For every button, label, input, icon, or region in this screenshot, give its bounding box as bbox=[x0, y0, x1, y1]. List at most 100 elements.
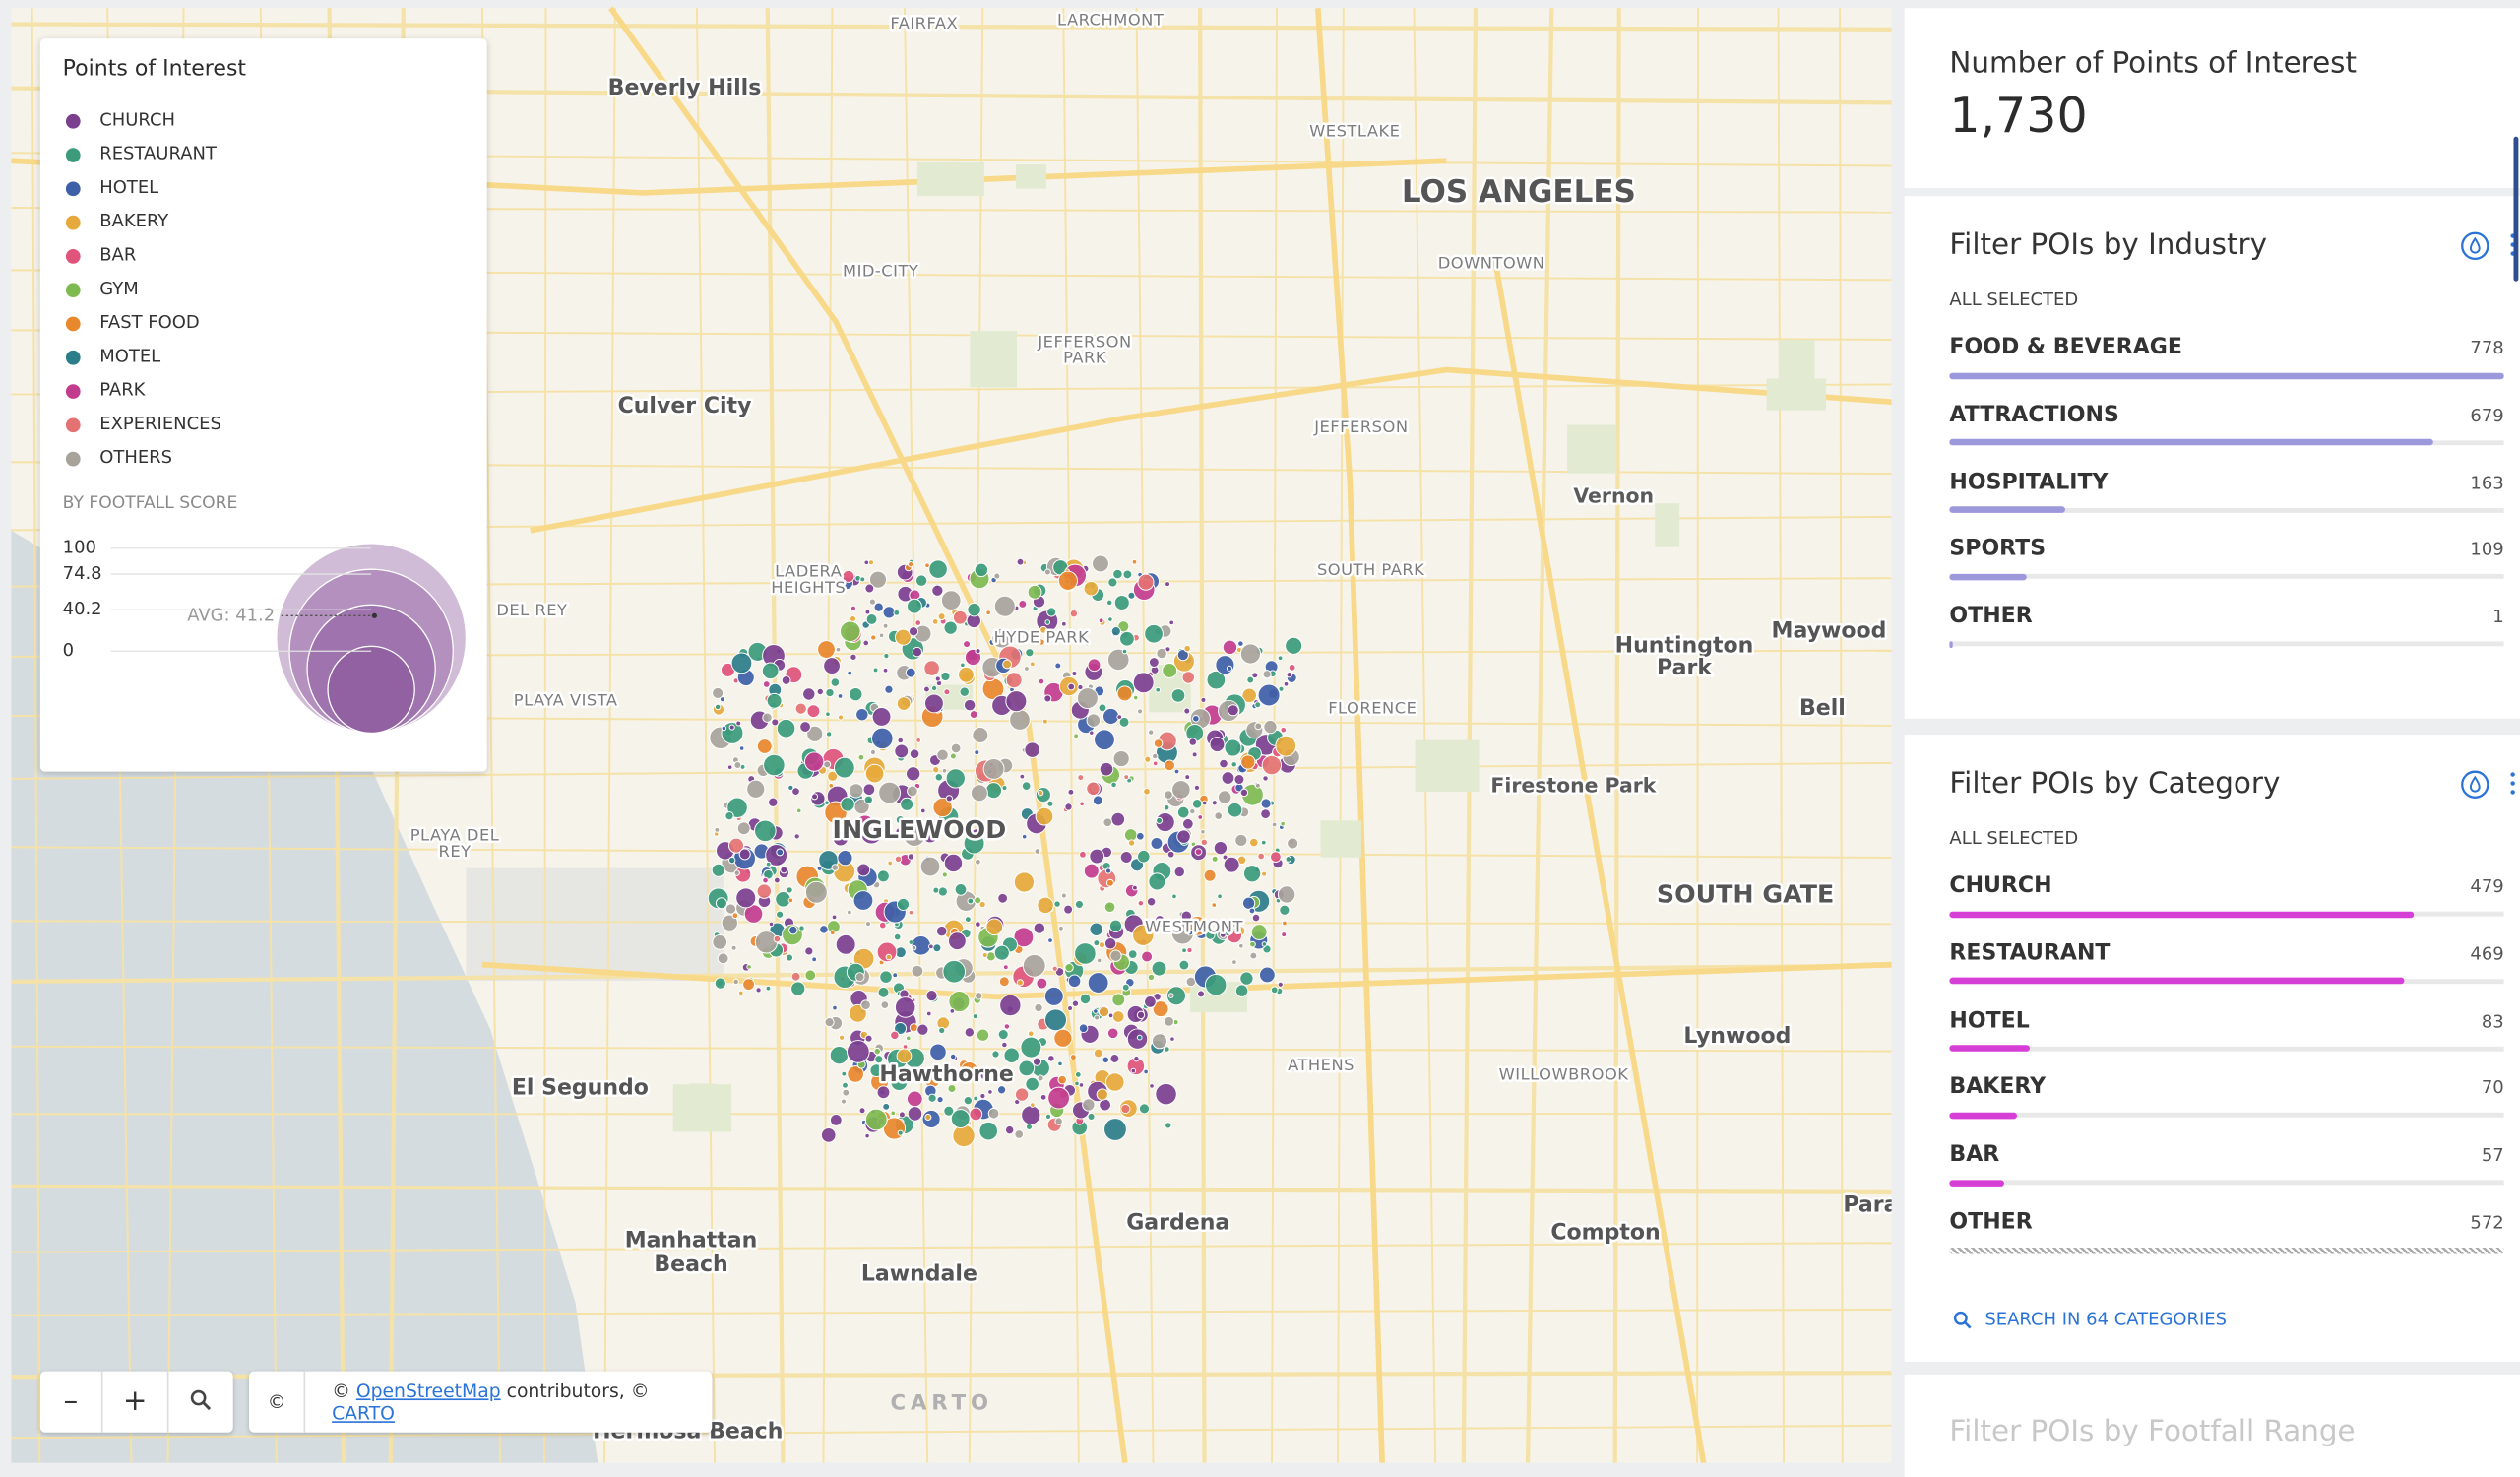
poi-dot bbox=[806, 704, 821, 719]
poi-dot bbox=[1285, 636, 1303, 655]
place-label: ATHENS bbox=[1288, 1056, 1354, 1074]
poi-dot bbox=[1102, 1056, 1110, 1064]
place-label: Culver City bbox=[618, 394, 752, 418]
zoom-in[interactable]: + bbox=[102, 1371, 169, 1433]
poi-dot bbox=[1093, 1008, 1099, 1014]
poi-dot bbox=[906, 598, 922, 614]
search-button[interactable] bbox=[168, 1388, 232, 1416]
poi-dot bbox=[993, 572, 1001, 580]
poi-dot bbox=[963, 640, 972, 649]
road bbox=[1525, 8, 1554, 1463]
poi-dot bbox=[1150, 837, 1164, 850]
poi-dot bbox=[842, 1081, 849, 1089]
poi-dot bbox=[1089, 848, 1105, 865]
bar[interactable] bbox=[1949, 506, 2066, 513]
poi-dot bbox=[896, 1048, 913, 1064]
poi-dot bbox=[1044, 619, 1051, 625]
poi-dot bbox=[1280, 820, 1286, 827]
widget-title: Filter POIs by Category bbox=[1949, 766, 2281, 802]
row-value: 778 bbox=[2470, 337, 2504, 359]
poi-dot bbox=[984, 782, 1003, 800]
poi-dot bbox=[1137, 900, 1145, 907]
poi-dot bbox=[1002, 964, 1009, 971]
search-link[interactable]: SEARCH IN 64 CATEGORIES bbox=[1953, 1309, 2227, 1329]
poi-dot bbox=[894, 628, 912, 646]
poi-dot bbox=[1037, 789, 1044, 797]
row-label: BAKERY bbox=[1949, 1074, 2047, 1101]
carto-link[interactable]: CARTO bbox=[332, 1401, 395, 1425]
poi-dot bbox=[1137, 708, 1144, 715]
poi-dot bbox=[1254, 782, 1261, 789]
attribution-toggle[interactable]: © bbox=[249, 1371, 306, 1433]
poi-dot bbox=[1223, 856, 1240, 873]
poi-dot bbox=[763, 753, 786, 777]
poi-dot bbox=[719, 696, 726, 703]
poi-dot bbox=[1013, 927, 1035, 948]
poi-dot bbox=[963, 1096, 973, 1106]
poi-dot bbox=[1071, 671, 1078, 677]
poi-dot bbox=[738, 848, 751, 861]
poi-dot bbox=[733, 869, 740, 876]
poi-dot bbox=[1193, 784, 1201, 791]
poi-dot bbox=[1183, 644, 1191, 653]
poi-dot bbox=[1168, 619, 1175, 626]
poi-dot bbox=[908, 626, 919, 637]
park bbox=[1766, 378, 1827, 411]
poi-dot bbox=[1186, 929, 1194, 936]
poi-dot bbox=[793, 833, 800, 840]
bar[interactable] bbox=[1949, 573, 2028, 581]
poi-dot bbox=[1127, 839, 1136, 847]
poi-dot bbox=[1277, 885, 1296, 904]
widget-icon[interactable] bbox=[2461, 770, 2489, 799]
poi-dot bbox=[960, 662, 966, 669]
place-label: Para bbox=[1843, 1192, 1891, 1217]
poi-dot bbox=[943, 853, 964, 873]
poi-dot bbox=[979, 1070, 989, 1080]
poi-dot bbox=[872, 667, 879, 674]
bar[interactable] bbox=[1949, 1112, 2018, 1120]
bar[interactable] bbox=[1949, 978, 2405, 985]
poi-dot bbox=[867, 559, 874, 566]
poi-dot bbox=[1107, 1012, 1114, 1019]
widget-icon[interactable] bbox=[2461, 231, 2489, 261]
bar[interactable] bbox=[1949, 910, 2415, 918]
row-value: 70 bbox=[2481, 1077, 2504, 1099]
bar[interactable] bbox=[1949, 1247, 2504, 1253]
poi-dot bbox=[916, 1023, 929, 1036]
poi-dot bbox=[1144, 623, 1164, 644]
bar[interactable] bbox=[1949, 1045, 2031, 1052]
map[interactable]: FAIRFAX LARCHMONT Beverly Hills WESTLAKE… bbox=[0, 0, 1892, 1463]
poi-dot bbox=[941, 871, 948, 878]
scrollbar[interactable] bbox=[2513, 136, 2519, 282]
poi-dot bbox=[828, 783, 835, 789]
poi-dot bbox=[754, 931, 779, 954]
bar[interactable] bbox=[1949, 640, 1953, 648]
poi-dot bbox=[948, 931, 967, 951]
zoom-out[interactable]: – bbox=[40, 1371, 103, 1433]
poi-dot bbox=[1040, 625, 1047, 634]
poi-dot bbox=[963, 698, 976, 712]
poi-dot bbox=[1241, 896, 1256, 910]
poi-dot bbox=[1132, 884, 1138, 891]
poi-dot bbox=[1103, 901, 1116, 914]
poi-dot bbox=[1107, 577, 1118, 588]
bar[interactable] bbox=[1949, 1179, 2005, 1187]
bar[interactable] bbox=[1949, 439, 2434, 446]
poi-dot bbox=[882, 622, 889, 629]
poi-dot bbox=[1279, 904, 1291, 916]
poi-dot bbox=[950, 742, 962, 754]
poi-dot bbox=[1122, 569, 1133, 580]
poi-dot bbox=[837, 850, 853, 867]
road bbox=[765, 8, 786, 1463]
place-label: El Segundo bbox=[512, 1075, 649, 1100]
osm-link[interactable]: OpenStreetMap bbox=[355, 1379, 501, 1402]
bar[interactable] bbox=[1949, 371, 2504, 379]
poi-dot bbox=[949, 1053, 957, 1060]
poi-dot bbox=[1219, 758, 1228, 769]
poi-dot bbox=[1110, 781, 1117, 789]
road bbox=[1696, 8, 1700, 1463]
poi-dot bbox=[1167, 993, 1174, 998]
poi-dot bbox=[717, 952, 729, 965]
park bbox=[1567, 424, 1617, 474]
poi-dot bbox=[895, 827, 904, 836]
